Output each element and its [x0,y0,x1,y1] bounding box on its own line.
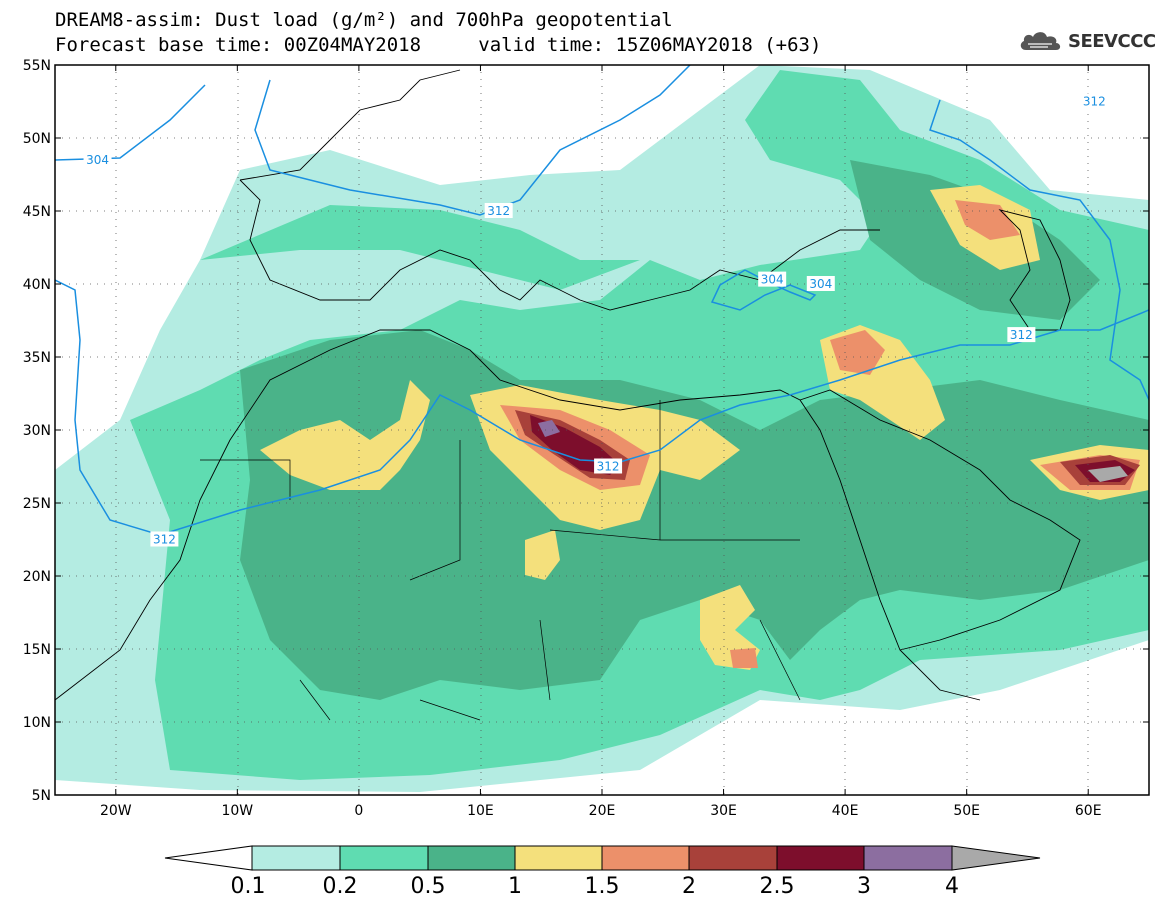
svg-text:312: 312 [597,460,620,474]
seevccc-logo: SEEVCCC [1018,28,1156,54]
colorbar-bin-0.2-0.5 [339,845,429,871]
contour-label: 304 [83,151,112,167]
longitude-tick-label: 10W [221,803,253,819]
longitude-labels: 20W 10W 0 10E 20E 30E 40E 50E 60E [100,803,1102,819]
contour-312-east [929,99,1149,401]
latitude-tick-label: 5N [32,788,51,804]
colorbar-bin-1.5-2 [601,845,690,871]
dust-band-1-sudan [700,585,760,670]
contour-labels: 304 312 312 304 304 312 312 312 [83,93,1109,547]
svg-text:312: 312 [153,533,176,547]
svg-text:304: 304 [86,153,109,167]
colorbar-bin-0.5-1 [427,845,516,871]
coastline-europe [239,69,880,311]
latitude-tick-label: 50N [23,131,51,147]
colorbar-bin-3-4 [863,845,953,871]
map-subtitle: Forecast base time: 00Z04MAY2018 valid t… [55,35,821,55]
dust-band-1-chad [525,530,560,580]
longitude-tick-label: 20W [100,803,132,819]
contour-label: 312 [594,458,623,474]
dust-band-0.2-north [200,205,640,290]
colorbar-bin-1-1.5 [514,845,603,871]
latitude-tick-label: 35N [23,350,51,366]
latitude-tick-label: 25N [23,496,51,512]
colorbar-label: 1.5 [584,874,620,899]
longitude-tick-label: 40E [832,803,859,819]
svg-text:312: 312 [1083,95,1106,109]
latitude-tick-label: 45N [23,204,51,220]
svg-text:312: 312 [1010,328,1033,342]
cloud-icon [1020,32,1061,50]
contour-label: 312 [150,531,179,547]
latitude-tick-label: 20N [23,569,51,585]
svg-text:304: 304 [809,277,832,291]
latitude-tick-label: 15N [23,642,51,658]
colorbar [164,845,1041,871]
map-title: DREAM8-assim: Dust load (g/m²) and 700hP… [55,9,673,31]
latitude-tick-label: 40N [23,277,51,293]
latitude-tick-label: 10N [23,715,51,731]
dust-band-3-libya [538,420,560,437]
colorbar-over-triangle [951,845,1041,871]
svg-text:304: 304 [761,273,784,287]
latitude-labels: 55N 50N 45N 40N 35N 30N 25N 20N 15N 10N 5N [23,58,51,804]
longitude-tick-label: 0 [354,803,363,819]
longitude-tick-label: 10E [467,803,494,819]
forecast-base-time: Forecast base time: 00Z04MAY2018 [55,34,422,56]
colorbar-label: 0.2 [322,874,358,899]
longitude-tick-label: 20E [589,803,616,819]
latitude-tick-label: 55N [23,58,51,74]
colorbar-under-triangle [164,845,253,871]
latitude-tick-label: 30N [23,423,51,439]
colorbar-label: 3 [857,874,871,899]
logo-text: SEEVCCC [1068,30,1156,52]
colorbar-bin-2.5-3 [776,845,865,871]
colorbar-label: 0.5 [410,874,446,899]
coastline-arabia [799,389,1081,651]
dust-band-4-iran [1088,466,1128,482]
coastline-africa [55,329,981,701]
contour-label: 312 [1080,93,1109,109]
dust-band-1.5-sudan [730,648,758,668]
dust-band-1.5-caucasus [955,200,1020,240]
svg-text:312: 312 [487,204,510,218]
colorbar-label: 2.5 [759,874,795,899]
longitude-tick-label: 60E [1075,803,1102,819]
valid-time: valid time: 15Z06MAY2018 (+63) [478,34,822,56]
colorbar-bin-2-2.5 [688,845,778,871]
contour-312-south [55,279,1149,536]
dust-band-1.5-iraq [830,330,885,375]
colorbar-label: 4 [945,874,959,899]
graticule [55,65,1149,795]
longitude-tick-label: 30E [710,803,737,819]
colorbar-label: 1 [508,874,522,899]
coastlines-and-borders [55,69,1081,721]
contour-label: 304 [758,271,787,287]
longitude-tick-label: 50E [953,803,980,819]
colorbar-label: 0.1 [230,874,266,899]
coastline-caspian [998,209,1071,331]
contour-304-aegean [710,269,817,311]
dust-field [55,65,1149,792]
colorbar-label: 2 [682,874,696,899]
contour-312-main [254,65,691,216]
colorbar-bin-0.1-0.2 [251,845,341,871]
contour-label: 312 [1007,327,1036,343]
tick-marks [55,64,1149,796]
border-lines [200,400,801,721]
contour-label: 312 [484,203,513,218]
contour-label: 304 [806,276,835,291]
